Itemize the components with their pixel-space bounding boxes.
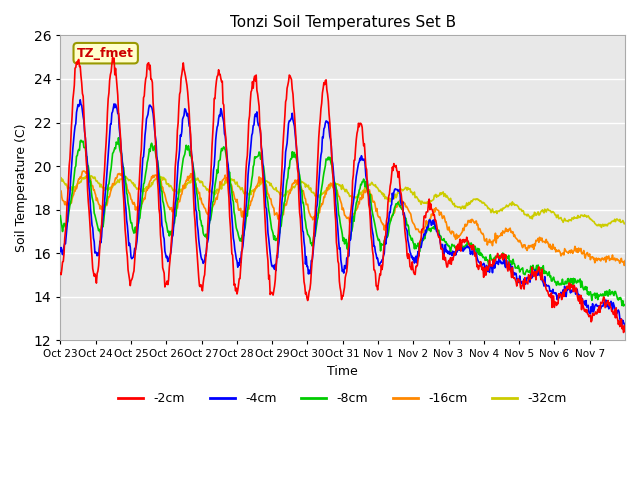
- Text: TZ_fmet: TZ_fmet: [77, 47, 134, 60]
- Legend: -2cm, -4cm, -8cm, -16cm, -32cm: -2cm, -4cm, -8cm, -16cm, -32cm: [113, 387, 572, 410]
- Title: Tonzi Soil Temperatures Set B: Tonzi Soil Temperatures Set B: [230, 15, 456, 30]
- X-axis label: Time: Time: [327, 365, 358, 378]
- Y-axis label: Soil Temperature (C): Soil Temperature (C): [15, 124, 28, 252]
